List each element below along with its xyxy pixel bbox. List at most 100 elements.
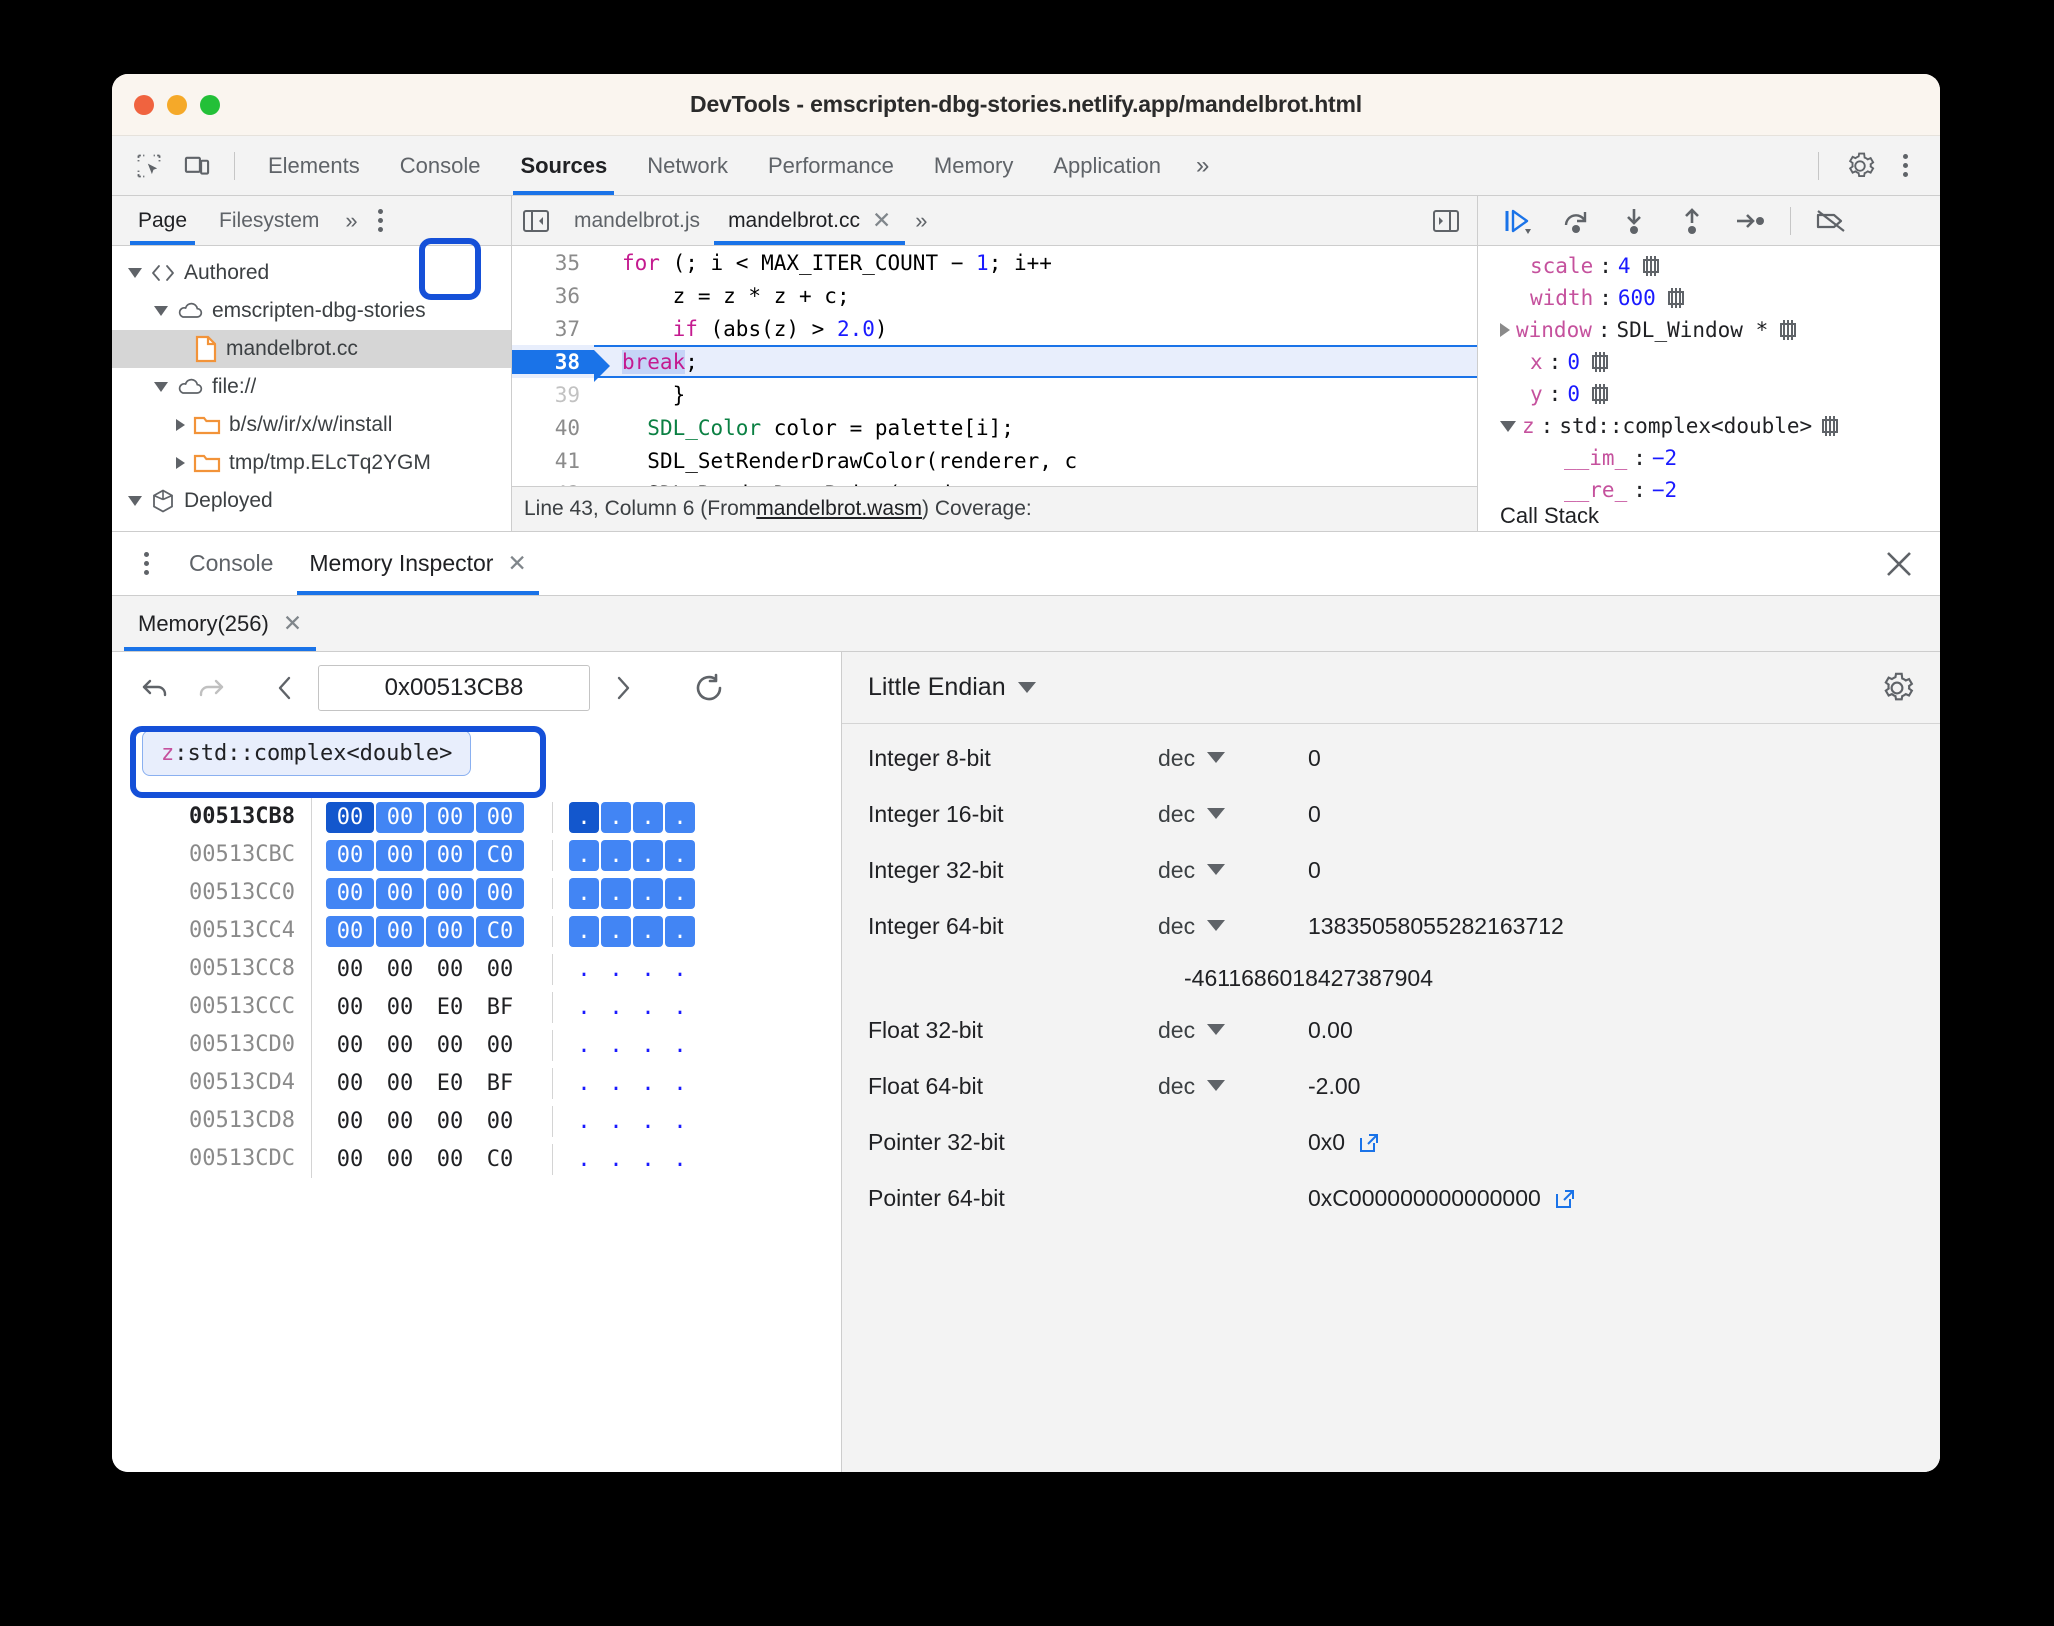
prev-page-icon[interactable] [264,666,308,710]
hex-row[interactable]: 00513CD8 00 00 00 00 . . . . [112,1102,841,1140]
ascii-char[interactable]: . [641,1146,655,1172]
ascii-char[interactable]: . [633,877,663,909]
show-debugger-icon[interactable] [1429,207,1477,235]
tab-network[interactable]: Network [647,152,728,178]
ascii-char[interactable]: . [609,1146,623,1172]
tab-sources[interactable]: Sources [501,137,626,195]
tab-performance[interactable]: Performance [767,152,894,178]
close-drawer-icon[interactable] [1882,547,1940,581]
hex-byte[interactable]: 00 [386,1108,414,1134]
hex-byte[interactable]: 00 [476,877,524,909]
call-stack-section-partial[interactable]: Call Stack [1478,506,1940,526]
drawer-menu-icon[interactable] [122,552,171,575]
redo-icon[interactable] [188,666,232,710]
memory-address-input[interactable]: 0x00513CB8 [318,665,590,711]
deactivate-breakpoints-icon[interactable] [1807,199,1855,243]
tree-item-mandelbrot-cc[interactable]: mandelbrot.cc [112,330,511,368]
hex-byte[interactable]: 00 [336,956,364,982]
tree-item-install-folder[interactable]: b/s/w/ir/x/w/install [112,406,511,444]
memory-chip-icon[interactable] [1589,352,1611,372]
scope-row-width[interactable]: width: 600 [1478,282,1940,314]
ascii-char[interactable]: . [673,1146,687,1172]
hex-row[interactable]: 00513CC4 00 00 00 C0 . . . . [112,912,841,950]
drawer-tab-memory-inspector[interactable]: Memory Inspector ✕ [291,532,544,595]
tree-item-tmp-folder[interactable]: tmp/tmp.ELcTq2YGM [112,444,511,482]
hex-byte[interactable]: 00 [386,956,414,982]
line-number[interactable]: 35 [554,250,580,275]
ascii-char[interactable]: . [673,956,687,982]
hex-row[interactable]: 00513CC0 00 00 00 00 . . . . [112,874,841,912]
memory-chip-icon[interactable] [1819,416,1841,436]
value-mode-select[interactable]: dec [1158,745,1308,772]
tab-elements[interactable]: Elements [268,152,360,178]
gear-icon[interactable] [1837,145,1883,187]
scope-row-im[interactable]: __im_: −2 [1478,442,1940,474]
hex-byte[interactable]: 00 [436,956,464,982]
ascii-char[interactable]: . [577,1108,591,1134]
chevron-down-icon[interactable] [128,496,142,506]
hex-byte[interactable]: 00 [386,1070,414,1096]
ascii-char[interactable]: . [577,994,591,1020]
close-icon[interactable]: ✕ [871,207,892,233]
line-number[interactable]: 40 [554,415,580,440]
line-number[interactable]: 41 [554,448,580,473]
ascii-char[interactable]: . [641,1108,655,1134]
hex-byte[interactable]: 00 [326,839,374,871]
step-icon[interactable] [1726,199,1774,243]
code-editor[interactable]: 35 for (; i < MAX_ITER_COUNT − 1; i++ 36… [512,246,1477,486]
line-number-current[interactable]: 38 [512,349,610,382]
editor-tab-mandelbrot-cc[interactable]: mandelbrot.cc ✕ [714,196,906,245]
more-panels-icon[interactable]: » [1196,151,1209,179]
tab-console[interactable]: Console [399,152,481,178]
hex-row[interactable]: 00513CC8 00 00 00 00 . . . . [112,950,841,988]
ascii-char[interactable]: . [569,801,599,833]
ascii-char[interactable]: . [609,994,623,1020]
drawer-tab-console[interactable]: Console [171,532,291,595]
ascii-char[interactable]: . [641,1032,655,1058]
hex-dump-table[interactable]: 00513CB8 00 00 00 00 . . . . [112,776,841,1178]
chevron-down-icon[interactable] [154,306,168,316]
tab-memory[interactable]: Memory [933,152,1014,178]
device-toolbar-icon[interactable] [174,145,220,187]
value-mode-select[interactable]: dec [1158,1073,1308,1100]
ascii-char[interactable]: . [673,1108,687,1134]
hex-byte[interactable]: 00 [476,801,524,833]
scope-row-scale[interactable]: scale: 4 [1478,250,1940,282]
tree-item-file-protocol[interactable]: file:// [112,368,511,406]
line-number[interactable]: 37 [554,316,580,341]
hex-row[interactable]: 00513CB8 00 00 00 00 . . . . [112,798,841,836]
chevron-down-icon[interactable] [128,268,142,278]
scope-row-x[interactable]: x: 0 [1478,346,1940,378]
hex-byte[interactable]: 00 [486,956,514,982]
ascii-char[interactable]: . [673,994,687,1020]
hex-byte[interactable]: 00 [486,1108,514,1134]
ascii-char[interactable]: . [665,801,695,833]
value-mode-select[interactable]: dec [1158,801,1308,828]
hex-row[interactable]: 00513CD4 00 00 E0 BF . . . . [112,1064,841,1102]
inspect-element-icon[interactable] [126,145,172,187]
chevron-down-icon[interactable] [1207,1023,1226,1035]
hex-byte[interactable]: 00 [486,1032,514,1058]
memory-chip-icon[interactable] [1665,288,1687,308]
hex-byte[interactable]: 00 [436,1108,464,1134]
hex-row[interactable]: 00513CDC 00 00 00 C0 . . . . [112,1140,841,1178]
chevron-right-icon[interactable] [176,457,185,469]
tree-item-authored[interactable]: Authored [112,254,511,292]
hex-byte[interactable]: 00 [326,915,374,947]
navigator-menu-icon[interactable] [364,209,397,232]
close-icon[interactable]: ✕ [507,550,527,576]
hex-byte[interactable]: 00 [426,877,474,909]
hex-byte[interactable]: 00 [376,877,424,909]
open-in-memory-inspector-icon[interactable] [1553,1187,1575,1209]
value-pointer[interactable]: 0x0 [1308,1129,1940,1156]
line-number[interactable]: 36 [554,283,580,308]
more-editor-tabs-icon[interactable]: » [915,207,927,233]
hex-row[interactable]: 00513CCC 00 00 E0 BF . . . . [112,988,841,1026]
memory-chip-icon[interactable] [1589,384,1611,404]
step-out-icon[interactable] [1668,199,1716,243]
chevron-down-icon[interactable] [1207,751,1226,763]
hex-byte[interactable]: 00 [436,1146,464,1172]
scope-variables-list[interactable]: scale: 4 width: 600 window: SDL_Window *… [1478,246,1940,531]
hex-byte[interactable]: 00 [436,1032,464,1058]
ascii-char[interactable]: . [609,1108,623,1134]
